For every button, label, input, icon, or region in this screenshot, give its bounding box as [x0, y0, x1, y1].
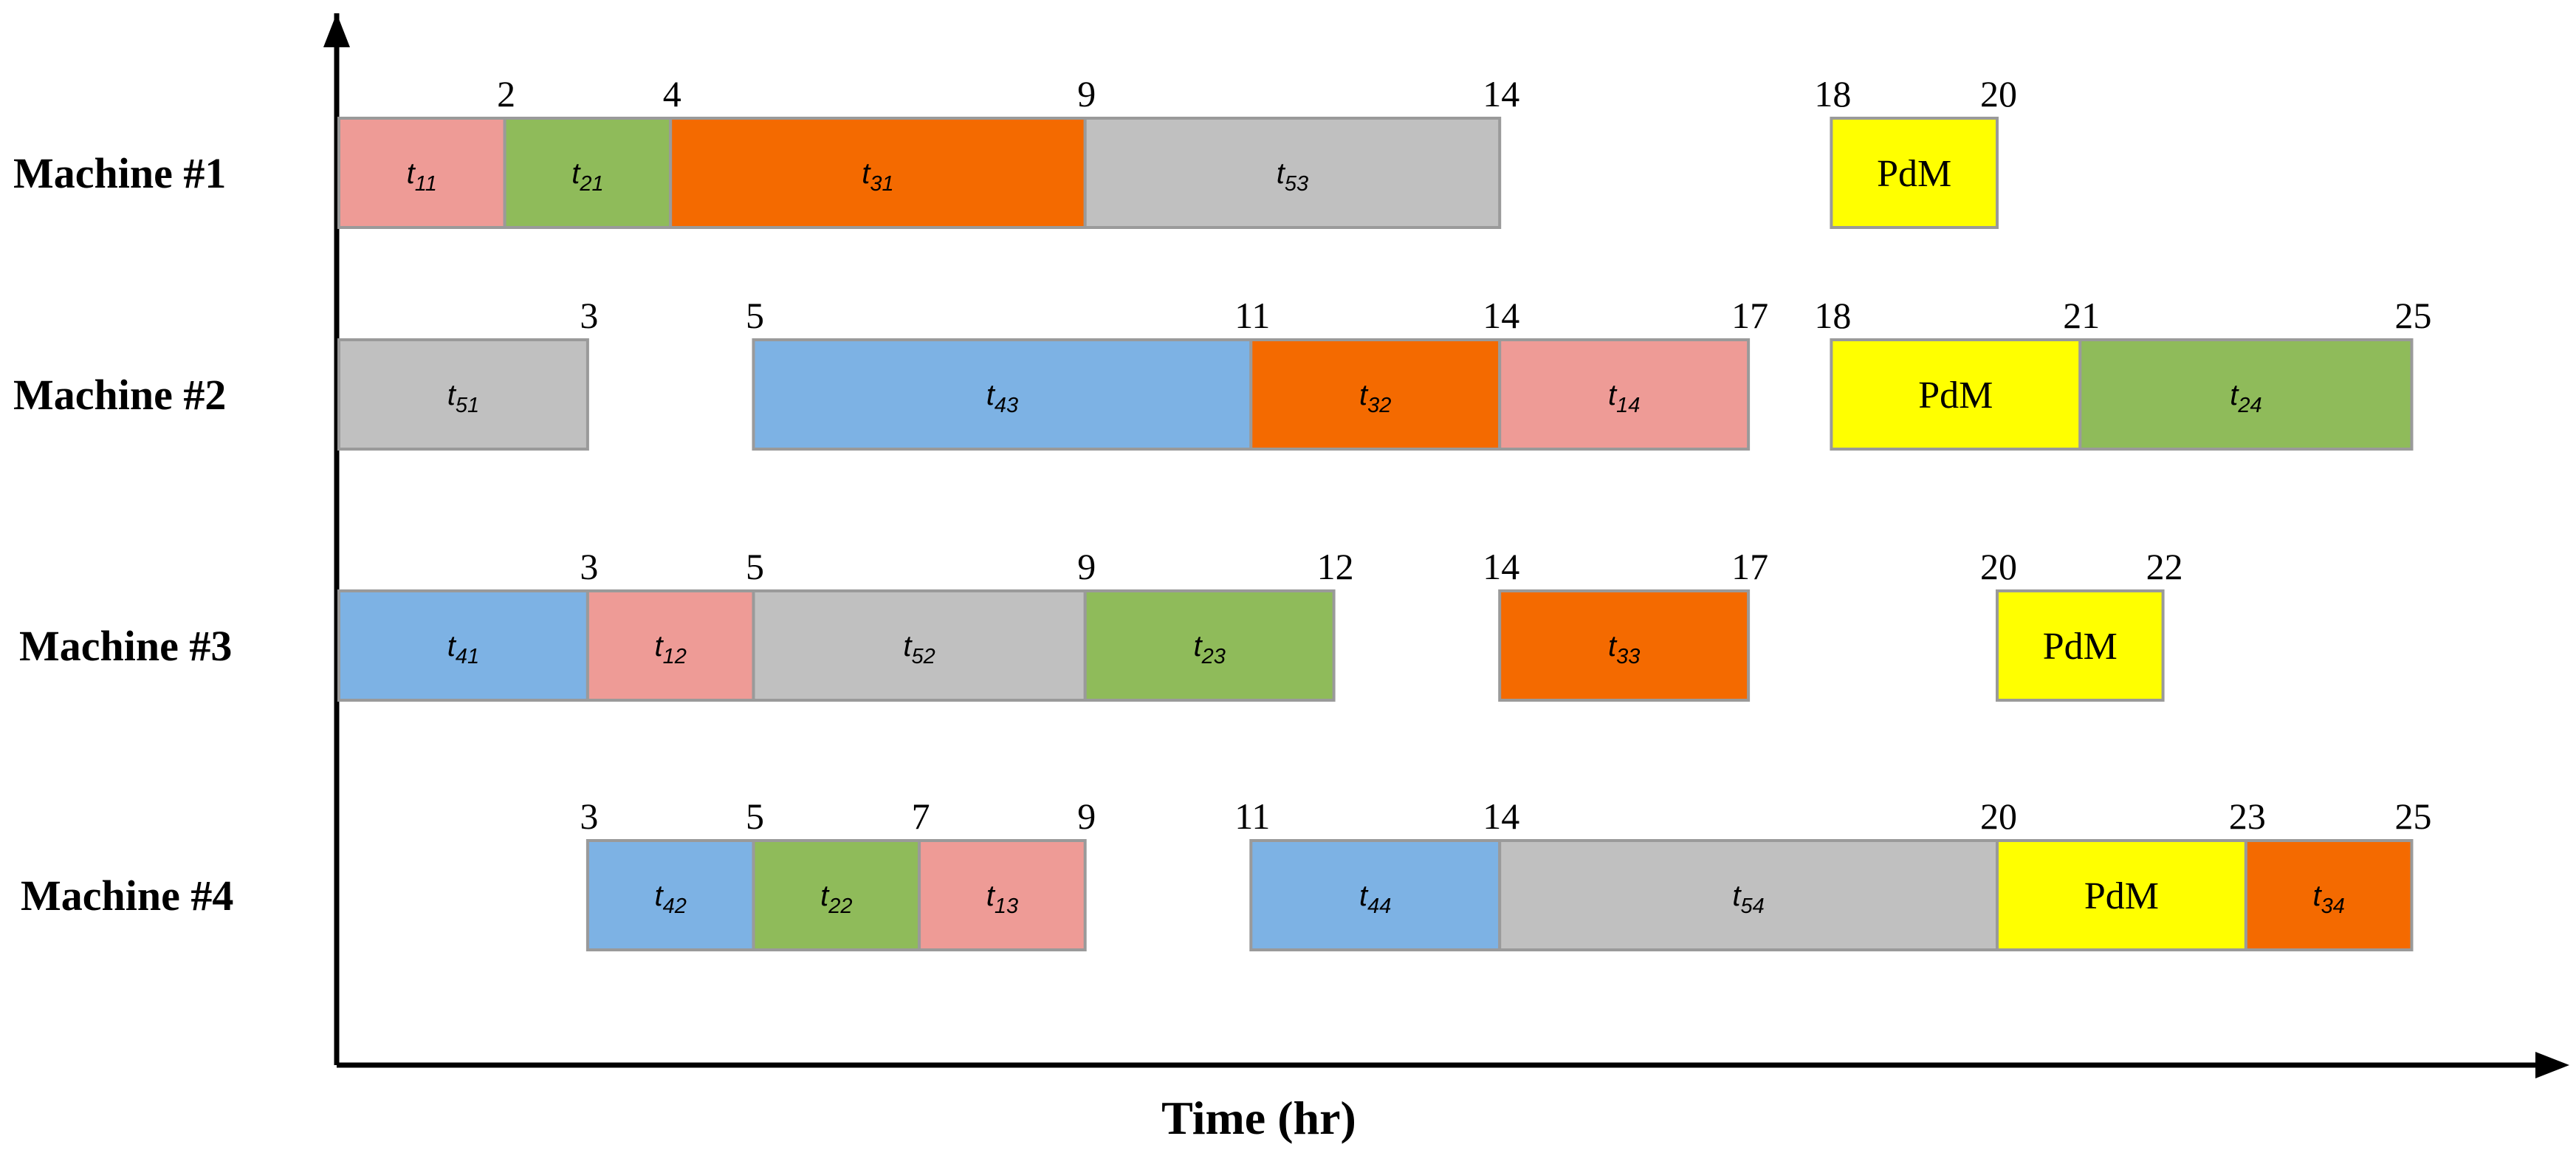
task-bar — [1249, 338, 1502, 451]
time-tick-label: 5 — [746, 295, 764, 336]
task-label: t24 — [2230, 379, 2261, 417]
task-label: t14 — [1608, 379, 1640, 417]
task-bar — [337, 117, 506, 229]
time-tick-label: 20 — [1980, 796, 2017, 837]
pdm-bar — [1830, 117, 1999, 229]
task-bar — [1083, 589, 1336, 702]
y-axis-arrowhead — [323, 13, 350, 47]
task-bar — [337, 338, 589, 451]
task-label: t11 — [407, 157, 437, 196]
time-tick-label: 3 — [580, 546, 598, 587]
time-tick-label: 7 — [912, 796, 930, 837]
task-label: t54 — [1732, 880, 1764, 918]
time-tick-label: 2 — [497, 73, 515, 114]
time-tick-label: 23 — [2229, 796, 2266, 837]
x-axis-arrowhead — [2535, 1052, 2569, 1078]
time-tick-label: 3 — [580, 295, 598, 336]
time-ticks: 2 4 9 14 18 20 3 5 11 14 17 18 21 25 3 5 9 12 14 17 20 22 3 5 7 9… — [497, 73, 2431, 837]
pdm-label: PdM — [2043, 626, 2118, 668]
task-bar — [669, 117, 1087, 229]
task-bar — [918, 839, 1087, 951]
task-bar — [1083, 117, 1502, 229]
machine-label: Machine #3 — [19, 622, 232, 670]
pdm-bar — [1830, 338, 2082, 451]
task-label: t42 — [655, 880, 687, 918]
time-tick-label: 14 — [1483, 73, 1519, 114]
task-label: t44 — [1359, 880, 1391, 918]
time-tick-label: 21 — [2063, 295, 2100, 336]
task-label: t41 — [447, 630, 479, 668]
time-tick-label: 17 — [1731, 295, 1768, 336]
task-label: t22 — [820, 880, 852, 918]
time-tick-label: 25 — [2395, 796, 2432, 837]
time-tick-label: 3 — [580, 796, 598, 837]
task-label: t21 — [571, 157, 603, 196]
time-tick-label: 22 — [2146, 546, 2183, 587]
task-label: t43 — [986, 379, 1018, 417]
chart-axes — [323, 13, 2569, 1078]
time-tick-label: 11 — [1234, 295, 1270, 336]
pdm-label: PdM — [1918, 374, 1993, 417]
task-bar — [337, 589, 589, 702]
task-bar — [1498, 839, 1999, 951]
time-tick-label: 25 — [2395, 295, 2432, 336]
pdm-label: PdM — [2084, 875, 2159, 917]
task-bar — [1498, 589, 1751, 702]
time-tick-label: 4 — [663, 73, 681, 114]
time-tick-label: 18 — [1814, 73, 1851, 114]
time-tick-label: 20 — [1980, 73, 2017, 114]
time-tick-label: 20 — [1980, 546, 2017, 587]
task-bar — [585, 589, 755, 702]
pdm-bar — [1996, 839, 2247, 951]
task-label: t32 — [1359, 379, 1391, 417]
task-bar — [752, 338, 1253, 451]
time-tick-label: 9 — [1077, 546, 1096, 587]
x-axis-title: Time (hr) — [1161, 1092, 1356, 1144]
task-label: t13 — [986, 880, 1018, 918]
task-bar — [1249, 839, 1502, 951]
time-tick-label: 11 — [1234, 796, 1270, 837]
task-bars: t11 t21 t31 t53 PdM t51 t43 t32 t14 PdM t24 t41 t12 t… — [337, 117, 2414, 951]
pdm-bar — [1996, 589, 2165, 702]
task-label: t12 — [655, 630, 687, 668]
task-bar — [1498, 338, 1751, 451]
task-label: t31 — [862, 157, 893, 196]
machine-label: Machine #2 — [13, 371, 226, 419]
task-label: t33 — [1608, 630, 1640, 668]
time-tick-label: 12 — [1317, 546, 1354, 587]
time-tick-label: 5 — [746, 546, 764, 587]
task-label: t51 — [447, 379, 479, 417]
task-bar — [752, 589, 1087, 702]
time-tick-label: 14 — [1483, 796, 1519, 837]
time-tick-label: 17 — [1731, 546, 1768, 587]
task-label: t53 — [1277, 157, 1308, 196]
time-tick-label: 5 — [746, 796, 764, 837]
machine-labels: Machine #1 Machine #2 Machine #3 Machine #4 — [13, 149, 233, 920]
task-bar — [2244, 839, 2414, 951]
time-tick-label: 9 — [1077, 73, 1096, 114]
pdm-label: PdM — [1877, 153, 1951, 195]
task-label: t23 — [1193, 630, 1225, 668]
machine-label: Machine #1 — [13, 149, 226, 197]
time-tick-label: 18 — [1814, 295, 1851, 336]
time-tick-label: 9 — [1077, 796, 1096, 837]
task-bar — [752, 839, 921, 951]
machine-label: Machine #4 — [21, 872, 233, 920]
task-label: t34 — [2313, 880, 2345, 918]
task-bar — [585, 839, 755, 951]
task-bar — [2078, 338, 2414, 451]
time-tick-label: 14 — [1483, 546, 1519, 587]
task-label: t52 — [903, 630, 935, 668]
time-tick-label: 14 — [1483, 295, 1519, 336]
